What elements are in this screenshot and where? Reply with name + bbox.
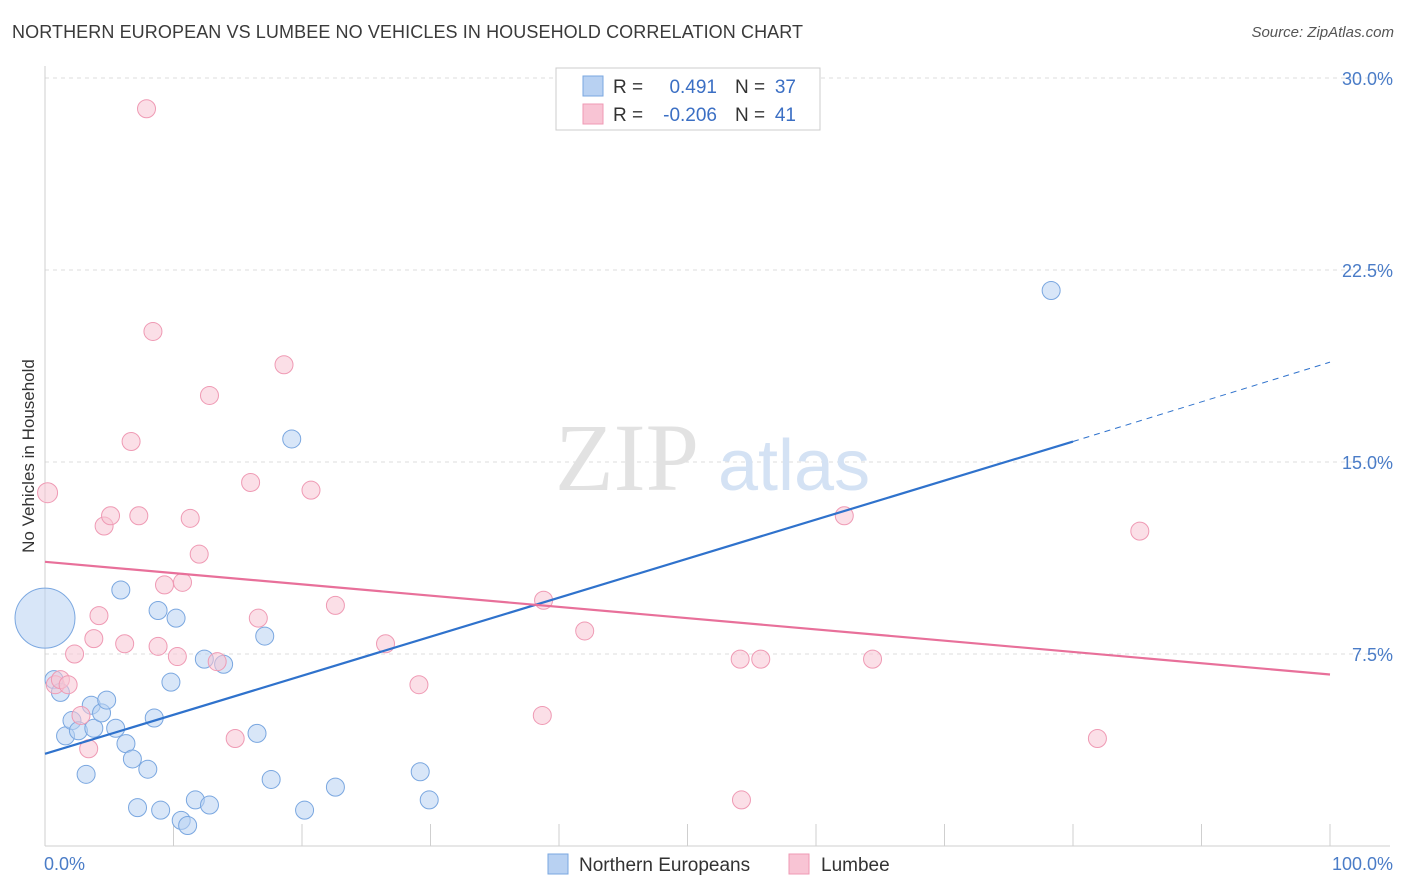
legend-r-value-blue: 0.491 [669, 77, 717, 98]
point-lumbee [172, 572, 192, 592]
axes [44, 66, 1390, 847]
point-lumbee [89, 606, 109, 626]
point-northern-european [166, 608, 186, 628]
point-northern-european [76, 764, 96, 784]
legend-n-label-blue: N = [735, 77, 765, 98]
point-lumbee [409, 675, 429, 695]
point-lumbee [84, 629, 104, 649]
point-lumbee [199, 385, 219, 405]
bottom-legend: Northern Europeans Lumbee [547, 853, 890, 876]
point-lumbee [180, 508, 200, 528]
point-lumbee [225, 728, 245, 748]
bottom-legend-label-blue: Northern Europeans [579, 855, 750, 876]
grid-lines [45, 77, 1390, 655]
point-lumbee [65, 644, 85, 664]
legend-r-label-pink: R = [613, 105, 643, 126]
y-tick-label: 7.5% [1352, 645, 1393, 665]
point-northern-european [282, 429, 302, 449]
point-northern-european [178, 816, 198, 836]
point-northern-european [111, 580, 131, 600]
point-northern-european [199, 795, 219, 815]
point-northern-european [84, 718, 104, 738]
point-lumbee [148, 636, 168, 656]
trend-line-northern-european [44, 440, 1074, 755]
point-lumbee [241, 472, 261, 492]
legend-r-label-blue: R = [613, 77, 643, 98]
y-tick-label: 30.0% [1342, 69, 1393, 89]
stats-legend: R = 0.491 N = 37 R = -0.206 N = 41 [555, 67, 821, 131]
point-lumbee [155, 575, 175, 595]
point-lumbee [863, 649, 883, 669]
point-northern-european [247, 723, 267, 743]
x-tick-labels: 0.0% 100.0% [44, 854, 1393, 874]
point-lumbee [58, 675, 78, 695]
point-lumbee [1130, 521, 1150, 541]
legend-n-value-pink: 41 [775, 105, 796, 126]
point-northern-european [255, 626, 275, 646]
point-lumbee [121, 432, 141, 452]
x-tick-label: 100.0% [1332, 854, 1393, 874]
point-northern-european [138, 759, 158, 779]
point-northern-european [410, 762, 430, 782]
point-northern-european [161, 672, 181, 692]
y-axis-label: No Vehicles in Household [19, 359, 38, 553]
bottom-legend-swatch-blue [547, 853, 569, 875]
point-northern-european [419, 790, 439, 810]
point-northern-european [122, 749, 142, 769]
y-tick-label: 22.5% [1342, 261, 1393, 281]
point-lumbee [207, 652, 227, 672]
point-lumbee [301, 480, 321, 500]
point-lumbee [37, 482, 59, 504]
point-lumbee [189, 544, 209, 564]
point-lumbee [731, 790, 751, 810]
point-northern-european [325, 777, 345, 797]
point-lumbee [325, 595, 345, 615]
point-lumbee [115, 634, 135, 654]
point-lumbee [248, 608, 268, 628]
point-lumbee [137, 99, 157, 119]
point-lumbee [167, 647, 187, 667]
point-northern-european [14, 587, 76, 649]
point-northern-european [128, 798, 148, 818]
point-northern-european [295, 800, 315, 820]
point-lumbee [274, 355, 294, 375]
x-tick-label: 0.0% [44, 854, 85, 874]
source-label: Source: ZipAtlas.com [1251, 24, 1394, 41]
point-lumbee [71, 705, 91, 725]
points [14, 99, 1150, 836]
chart-title: NORTHERN EUROPEAN VS LUMBEE NO VEHICLES … [12, 22, 804, 42]
point-lumbee [129, 506, 149, 526]
trend-line-lumbee [44, 560, 1331, 676]
point-northern-european [97, 690, 117, 710]
legend-n-value-blue: 37 [775, 77, 796, 98]
watermark-atlas: atlas [718, 426, 870, 506]
point-northern-european [1041, 280, 1061, 300]
point-lumbee [532, 705, 552, 725]
legend-n-label-pink: N = [735, 105, 765, 126]
point-northern-european [261, 769, 281, 789]
trend-extension-northern-european [1072, 361, 1331, 442]
legend-swatch-pink [582, 103, 604, 125]
point-lumbee [751, 649, 771, 669]
watermark-zip: ZIP [555, 404, 699, 511]
trend-lines [44, 361, 1331, 755]
legend-swatch-blue [582, 75, 604, 97]
point-lumbee [1087, 728, 1107, 748]
point-northern-european [151, 800, 171, 820]
point-lumbee [143, 321, 163, 341]
point-lumbee [101, 506, 121, 526]
legend-r-value-pink: -0.206 [663, 105, 717, 126]
bottom-legend-swatch-pink [788, 853, 810, 875]
point-lumbee [730, 649, 750, 669]
y-tick-label: 15.0% [1342, 453, 1393, 473]
bottom-legend-label-pink: Lumbee [821, 855, 890, 876]
point-northern-european [148, 600, 168, 620]
point-lumbee [575, 621, 595, 641]
y-tick-labels: 7.5% 15.0% 22.5% 30.0% [1342, 69, 1393, 665]
